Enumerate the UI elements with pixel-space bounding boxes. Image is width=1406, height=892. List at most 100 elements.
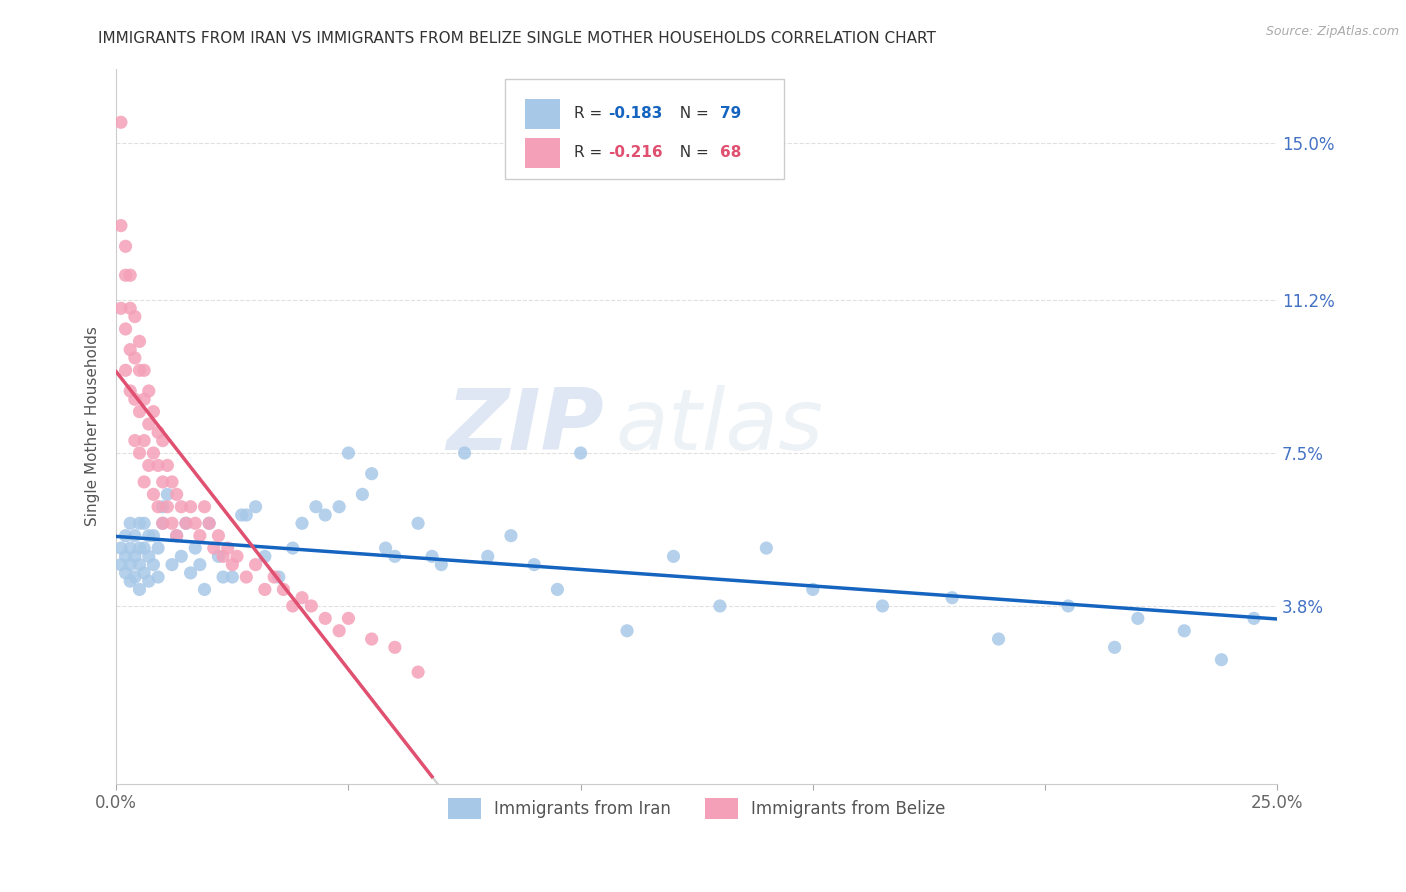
Point [124, 529, 146, 543]
Text: R =: R = [574, 106, 607, 121]
Point [124, 310, 146, 324]
Point [872, 599, 894, 613]
Point [128, 363, 150, 377]
Point [120, 343, 142, 357]
Point [138, 458, 160, 473]
Text: 79: 79 [720, 106, 741, 121]
Point [124, 434, 146, 448]
Point [453, 446, 475, 460]
Point [281, 541, 304, 555]
Point [166, 529, 188, 543]
Point [291, 516, 314, 531]
Point [1057, 599, 1080, 613]
Point [142, 487, 165, 501]
Point [138, 384, 160, 398]
Point [709, 599, 731, 613]
Point [267, 570, 290, 584]
Point [523, 558, 546, 572]
Point [120, 268, 142, 283]
Point [166, 529, 188, 543]
Point [114, 268, 136, 283]
Point [546, 582, 568, 597]
Point [134, 392, 156, 407]
Point [420, 549, 443, 564]
Point [146, 500, 169, 514]
Point [124, 549, 146, 564]
Point [134, 434, 156, 448]
Point [180, 566, 202, 580]
Text: 68: 68 [720, 145, 741, 161]
Point [134, 541, 156, 555]
Point [142, 558, 165, 572]
Point [360, 632, 382, 646]
Point [291, 591, 314, 605]
FancyBboxPatch shape [524, 138, 560, 168]
Point [253, 549, 276, 564]
Y-axis label: Single Mother Households: Single Mother Households [86, 326, 100, 526]
Point [217, 541, 239, 555]
Text: N =: N = [671, 106, 714, 121]
Point [477, 549, 499, 564]
Point [128, 558, 150, 572]
Point [152, 500, 174, 514]
Point [1211, 653, 1233, 667]
Point [124, 392, 146, 407]
Point [328, 624, 350, 638]
FancyBboxPatch shape [505, 79, 783, 179]
Point [124, 570, 146, 584]
Point [146, 570, 169, 584]
Point [221, 558, 243, 572]
Point [146, 425, 169, 440]
Point [202, 541, 225, 555]
Point [1173, 624, 1195, 638]
Point [152, 516, 174, 531]
Point [193, 582, 215, 597]
Point [138, 574, 160, 589]
Point [198, 516, 221, 531]
Point [314, 508, 336, 522]
Text: R =: R = [574, 145, 607, 161]
Point [1243, 611, 1265, 625]
Point [662, 549, 685, 564]
Point [152, 516, 174, 531]
Point [281, 599, 304, 613]
Point [188, 529, 211, 543]
Point [170, 500, 193, 514]
Point [253, 582, 276, 597]
Point [212, 549, 235, 564]
Point [755, 541, 778, 555]
Text: ZIP: ZIP [446, 384, 603, 467]
Point [128, 334, 150, 349]
Text: -0.216: -0.216 [609, 145, 664, 161]
Point [152, 434, 174, 448]
Point [1126, 611, 1149, 625]
Point [184, 541, 207, 555]
Point [110, 558, 132, 572]
Point [188, 558, 211, 572]
Point [166, 487, 188, 501]
Point [138, 549, 160, 564]
Text: atlas: atlas [616, 384, 824, 467]
Point [114, 549, 136, 564]
Point [134, 363, 156, 377]
Point [337, 446, 360, 460]
Point [499, 529, 522, 543]
Point [134, 475, 156, 489]
Point [156, 487, 179, 501]
Point [180, 500, 202, 514]
Point [142, 446, 165, 460]
Point [207, 529, 229, 543]
Point [170, 549, 193, 564]
Point [174, 516, 197, 531]
Point [128, 404, 150, 418]
Point [114, 529, 136, 543]
Point [406, 516, 429, 531]
Point [328, 500, 350, 514]
Point [142, 404, 165, 418]
Point [120, 558, 142, 572]
Point [314, 611, 336, 625]
Point [128, 541, 150, 555]
Point [120, 574, 142, 589]
Point [801, 582, 824, 597]
Point [152, 475, 174, 489]
